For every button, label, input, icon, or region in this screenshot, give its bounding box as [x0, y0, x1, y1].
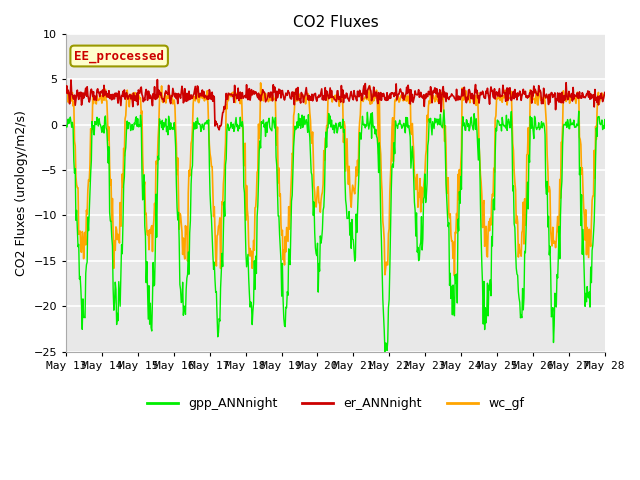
Y-axis label: CO2 Fluxes (urology/m2/s): CO2 Fluxes (urology/m2/s)	[15, 110, 28, 276]
Title: CO2 Fluxes: CO2 Fluxes	[292, 15, 378, 30]
Text: EE_processed: EE_processed	[74, 49, 164, 63]
Legend: gpp_ANNnight, er_ANNnight, wc_gf: gpp_ANNnight, er_ANNnight, wc_gf	[141, 392, 529, 415]
